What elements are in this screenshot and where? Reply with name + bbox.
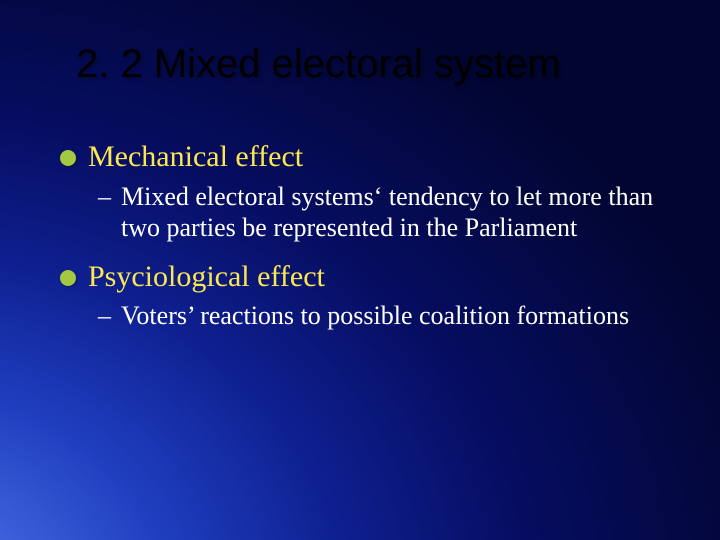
dash-icon: – [98, 181, 111, 212]
bullet-text: Psyciological effect [88, 260, 325, 295]
bullet-text: Voters’ reactions to possible coalition … [121, 300, 629, 332]
dash-icon: – [98, 300, 111, 331]
slide-content: Mechanical effect – Mixed electoral syst… [60, 140, 670, 348]
bullet-item: – Mixed electoral systems‘ tendency to l… [98, 181, 670, 244]
slide-title: 2. 2 Mixed electoral system [76, 42, 680, 87]
bullet-item: – Voters’ reactions to possible coalitio… [98, 300, 670, 332]
slide: 2. 2 Mixed electoral system Mechanical e… [0, 0, 720, 540]
bullet-text: Mechanical effect [88, 140, 303, 175]
bullet-item: Mechanical effect [60, 140, 670, 175]
bullet-item: Psyciological effect [60, 260, 670, 295]
bullet-text: Mixed electoral systems‘ tendency to let… [121, 181, 670, 244]
bullet-dot-icon [60, 150, 76, 166]
bullet-dot-icon [60, 270, 76, 286]
